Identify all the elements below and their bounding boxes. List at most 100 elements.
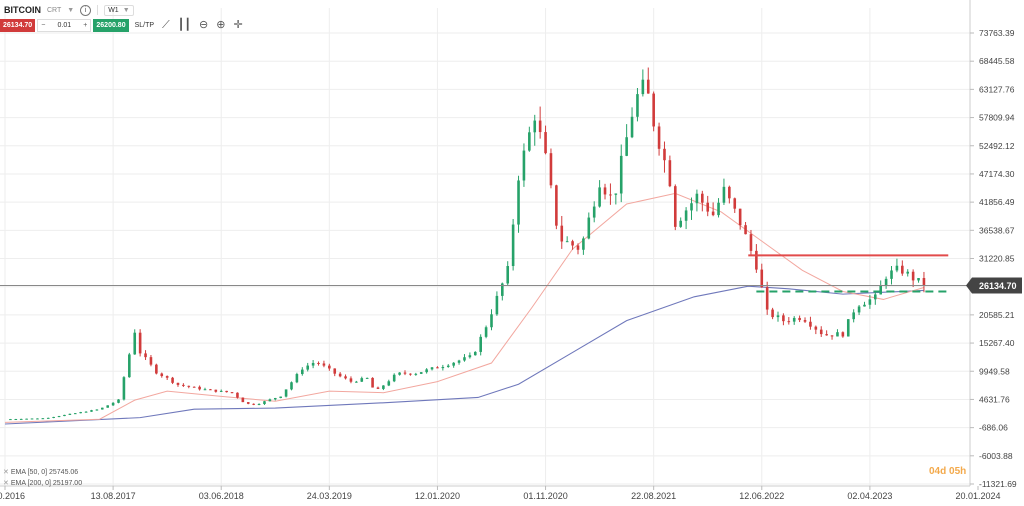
- close-icon[interactable]: ✕: [3, 469, 9, 476]
- candle-body: [722, 186, 726, 203]
- candle-body: [614, 193, 618, 195]
- candle-body: [906, 271, 910, 274]
- timeframe-select[interactable]: W1 ▼: [104, 4, 134, 16]
- zoom-out-icon[interactable]: ⊖: [199, 19, 209, 31]
- current-price-label: 26134.70: [979, 281, 1017, 291]
- current-price-badge: [966, 277, 1022, 294]
- x-tick-label: 24.03.2019: [307, 491, 352, 501]
- candle-countdown: 04d 05h: [929, 466, 967, 477]
- candle-body: [446, 365, 450, 367]
- candle-body: [895, 265, 899, 271]
- candle-body: [328, 365, 331, 369]
- info-icon[interactable]: i: [80, 4, 92, 16]
- candle-body: [641, 79, 645, 95]
- toolbar-row-trade: 26134.70 − 0.01 + 26200.80 SL/TP ⟋ ┃┃ ⊖ …: [0, 19, 243, 32]
- candle-body: [403, 372, 407, 374]
- x-tick-label: 3.10.2016: [0, 491, 25, 501]
- buy-button[interactable]: 26200.80: [93, 19, 129, 32]
- increase-quantity-button[interactable]: +: [83, 22, 88, 29]
- candle-body: [452, 362, 455, 366]
- timeframe-value: W1: [108, 6, 119, 14]
- candle-body: [603, 187, 607, 195]
- candle-body: [160, 373, 164, 377]
- candle-body: [863, 304, 866, 307]
- ema-200-legend[interactable]: ✕ EMA [200, 0] 25197.00: [3, 479, 82, 487]
- y-tick-label: 68445.58: [979, 56, 1015, 66]
- levels-layer: [0, 254, 970, 293]
- candle-body: [576, 245, 580, 250]
- chevron-down-icon[interactable]: ▼: [67, 6, 75, 14]
- x-tick-label: 03.06.2018: [199, 491, 244, 501]
- candle-body: [436, 367, 439, 369]
- sell-button[interactable]: 26134.70: [0, 19, 36, 32]
- quantity-input[interactable]: 0.01: [57, 22, 72, 29]
- candle-body: [517, 180, 520, 225]
- candle-body: [787, 321, 791, 323]
- candle-body: [117, 399, 120, 403]
- candle-body: [717, 202, 720, 216]
- candle-body: [744, 225, 747, 235]
- candles-layer: [9, 67, 926, 421]
- candle-body: [392, 374, 396, 382]
- candle-body: [636, 94, 639, 117]
- candle-body: [619, 155, 623, 194]
- candle-body: [241, 397, 245, 403]
- y-tick-label: 20585.21: [979, 310, 1015, 320]
- candle-body: [706, 202, 710, 212]
- candle-body: [30, 418, 34, 420]
- candle-body: [511, 224, 515, 267]
- candle-body: [182, 384, 185, 386]
- candle-body: [187, 385, 191, 387]
- candle-body: [679, 220, 682, 227]
- line-chart-icon[interactable]: ⟋: [162, 19, 170, 31]
- candle-body: [376, 387, 380, 389]
- candles-icon[interactable]: ┃┃: [177, 19, 191, 31]
- candle-body: [111, 402, 115, 406]
- candle-body: [776, 315, 780, 318]
- decrease-quantity-button[interactable]: −: [41, 22, 46, 29]
- ema-200-line: [4, 285, 924, 425]
- candle-body: [311, 362, 315, 366]
- candle-body: [528, 132, 531, 151]
- candle-body: [760, 269, 764, 288]
- candle-body: [419, 372, 423, 374]
- candle-body: [803, 320, 807, 322]
- candle-body: [890, 270, 893, 279]
- candle-body: [652, 93, 655, 127]
- candle-body: [598, 187, 601, 207]
- candle-body: [14, 419, 18, 421]
- symbol-label[interactable]: BITCOIN: [4, 5, 41, 15]
- candle-body: [755, 250, 758, 270]
- candle-body: [609, 194, 612, 196]
- candle-body: [295, 374, 299, 383]
- candle-body: [873, 294, 877, 300]
- candle-body: [841, 332, 845, 337]
- candle-body: [349, 378, 353, 382]
- zoom-in-icon[interactable]: ⊕: [216, 19, 226, 31]
- sltp-button[interactable]: SL/TP: [134, 22, 155, 29]
- divider: [97, 5, 99, 15]
- candle-body: [284, 389, 288, 397]
- candle-body: [852, 312, 855, 320]
- crosshair-icon[interactable]: ✛: [233, 19, 243, 31]
- candle-body: [19, 418, 23, 420]
- candle-body: [252, 403, 255, 405]
- candle-body: [36, 418, 39, 420]
- candle-body: [555, 185, 558, 226]
- candle-body: [133, 332, 137, 355]
- candle-body: [701, 193, 704, 203]
- candle-body: [79, 412, 82, 414]
- candle-body: [63, 414, 66, 417]
- ema-50-legend[interactable]: ✕ EMA [50, 0] 25745.06: [3, 468, 78, 476]
- candle-body: [549, 153, 553, 186]
- close-icon[interactable]: ✕: [3, 480, 9, 487]
- candle-body: [884, 278, 888, 286]
- candle-body: [749, 234, 753, 251]
- candle-body: [490, 314, 493, 328]
- candle-body: [290, 382, 293, 390]
- quantity-stepper[interactable]: − 0.01 +: [37, 19, 92, 32]
- candle-body: [387, 381, 391, 386]
- candle-body: [911, 271, 915, 281]
